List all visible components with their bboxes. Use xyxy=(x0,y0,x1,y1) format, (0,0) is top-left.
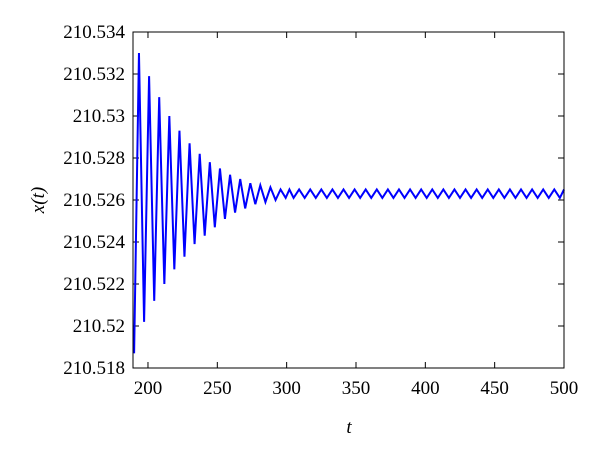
line xyxy=(133,52,565,354)
x-tick-label: 400 xyxy=(411,378,440,399)
plot-frame xyxy=(132,31,565,369)
y-tick-label: 210.528 xyxy=(63,148,125,169)
y-tick-label: 210.532 xyxy=(63,64,125,85)
x-tick-label: 350 xyxy=(342,378,371,399)
y-tick-label: 210.524 xyxy=(63,232,125,253)
y-tick-label: 210.534 xyxy=(63,22,125,43)
y-tick-label: 210.522 xyxy=(63,274,125,295)
y-tick-label: 210.53 xyxy=(73,106,125,127)
x-tick-label: 300 xyxy=(272,378,301,399)
x-axis-label: t xyxy=(346,417,352,438)
x-tick-label: 450 xyxy=(480,378,509,399)
y-tick-label: 210.52 xyxy=(73,316,125,337)
x-tick-label: 250 xyxy=(203,378,232,399)
y-tick-label: 210.518 xyxy=(63,358,125,379)
y-axis-label: x(t) xyxy=(28,187,49,214)
x-tick-label: 200 xyxy=(134,378,163,399)
x-tick-label: 500 xyxy=(550,378,579,399)
y-tick-label: 210.526 xyxy=(63,190,125,211)
